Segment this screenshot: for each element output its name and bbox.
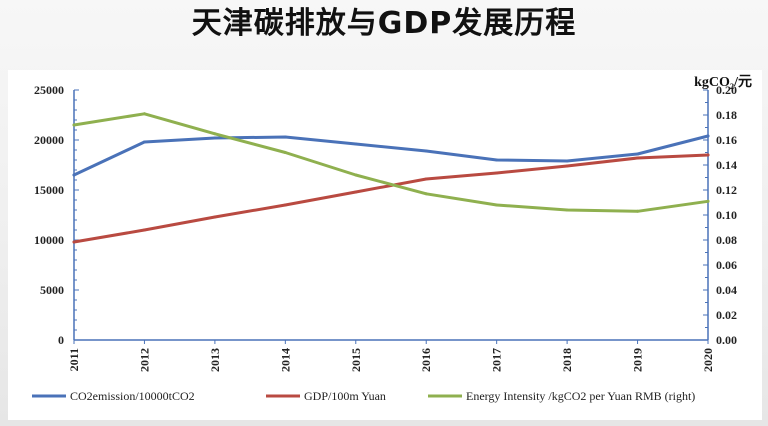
series-3-point <box>72 123 76 127</box>
legend-label-2: GDP/100m Yuan <box>304 389 386 403</box>
x-tick-label: 2012 <box>137 348 151 372</box>
series-2-point <box>565 164 569 168</box>
legend-label-1: CO2emission/10000tCO2 <box>70 389 195 403</box>
series-3-point <box>565 208 569 212</box>
series-1-point <box>213 136 217 140</box>
series-2-point <box>706 153 710 157</box>
series-2-point <box>424 177 428 181</box>
x-tick-label: 2020 <box>701 348 715 372</box>
x-tick-label: 2013 <box>208 348 222 372</box>
series-line-3 <box>72 112 710 213</box>
series-1-point <box>636 152 640 156</box>
x-tick-label: 2015 <box>349 348 363 372</box>
series-1-point <box>142 140 146 144</box>
series-1-point <box>283 135 287 139</box>
line-chart: 0 5000 10000 15000 20000 25000 0.00 0.02 0.04 0.0… <box>32 74 752 403</box>
series-1-point <box>354 142 358 146</box>
x-tick-label: 2016 <box>419 348 433 372</box>
right-tick-label: 0.02 <box>716 308 737 322</box>
right-axis-unit: kgCO₂/元 <box>694 74 752 90</box>
series-2-point <box>213 215 217 219</box>
right-tick-label: 0.00 <box>716 333 737 347</box>
series-3-point <box>636 209 640 213</box>
series-2-point <box>636 156 640 160</box>
x-tick-label: 2011 <box>67 348 81 371</box>
right-tick-label: 0.04 <box>716 283 737 297</box>
series-2-point <box>495 171 499 175</box>
right-tick-label: 0.10 <box>716 208 737 222</box>
right-tick-label: 0.14 <box>716 158 737 172</box>
x-tick-label: 2018 <box>560 348 574 372</box>
page-title: 天津碳排放与GDP发展历程 <box>191 6 577 41</box>
left-tick-label: 25000 <box>34 83 64 97</box>
series-2-point <box>72 240 76 244</box>
left-tick-label: 15000 <box>34 183 64 197</box>
series-1-point <box>706 134 710 138</box>
series-3-point <box>495 203 499 207</box>
series-1-point <box>424 149 428 153</box>
series-2-point <box>283 203 287 207</box>
series-line-1 <box>72 134 710 177</box>
left-tick-label: 10000 <box>34 233 64 247</box>
right-tick-label: 0.18 <box>716 108 737 122</box>
x-tick-label: 2019 <box>631 348 645 372</box>
right-tick-label: 0.20 <box>716 83 737 97</box>
series-1-point <box>565 159 569 163</box>
series-1-point <box>495 158 499 162</box>
series-3-point <box>354 173 358 177</box>
right-tick-label: 0.06 <box>716 258 737 272</box>
right-tick-label: 0.16 <box>716 133 737 147</box>
legend-label-3: Energy Intensity /kgCO2 per Yuan RMB (ri… <box>466 389 695 403</box>
series-1-point <box>72 173 76 177</box>
series-3-point <box>142 112 146 116</box>
left-tick-label: 0 <box>58 333 64 347</box>
left-tick-label: 5000 <box>40 283 64 297</box>
series-3-point <box>213 132 217 136</box>
series-2-point <box>354 190 358 194</box>
chart-panel: 0 5000 10000 15000 20000 25000 0.00 0.02 0.04 0.0… <box>8 70 762 420</box>
right-tick-label: 0.08 <box>716 233 737 247</box>
x-tick-label: 2017 <box>490 348 504 372</box>
right-tick-label: 0.12 <box>716 183 737 197</box>
series-2-point <box>142 228 146 232</box>
series-3-point <box>706 199 710 203</box>
series-3-point <box>424 192 428 196</box>
series-3-point <box>283 151 287 154</box>
x-tick-label: 2014 <box>278 348 292 372</box>
series-line-2 <box>72 153 710 244</box>
left-tick-label: 20000 <box>34 133 64 147</box>
